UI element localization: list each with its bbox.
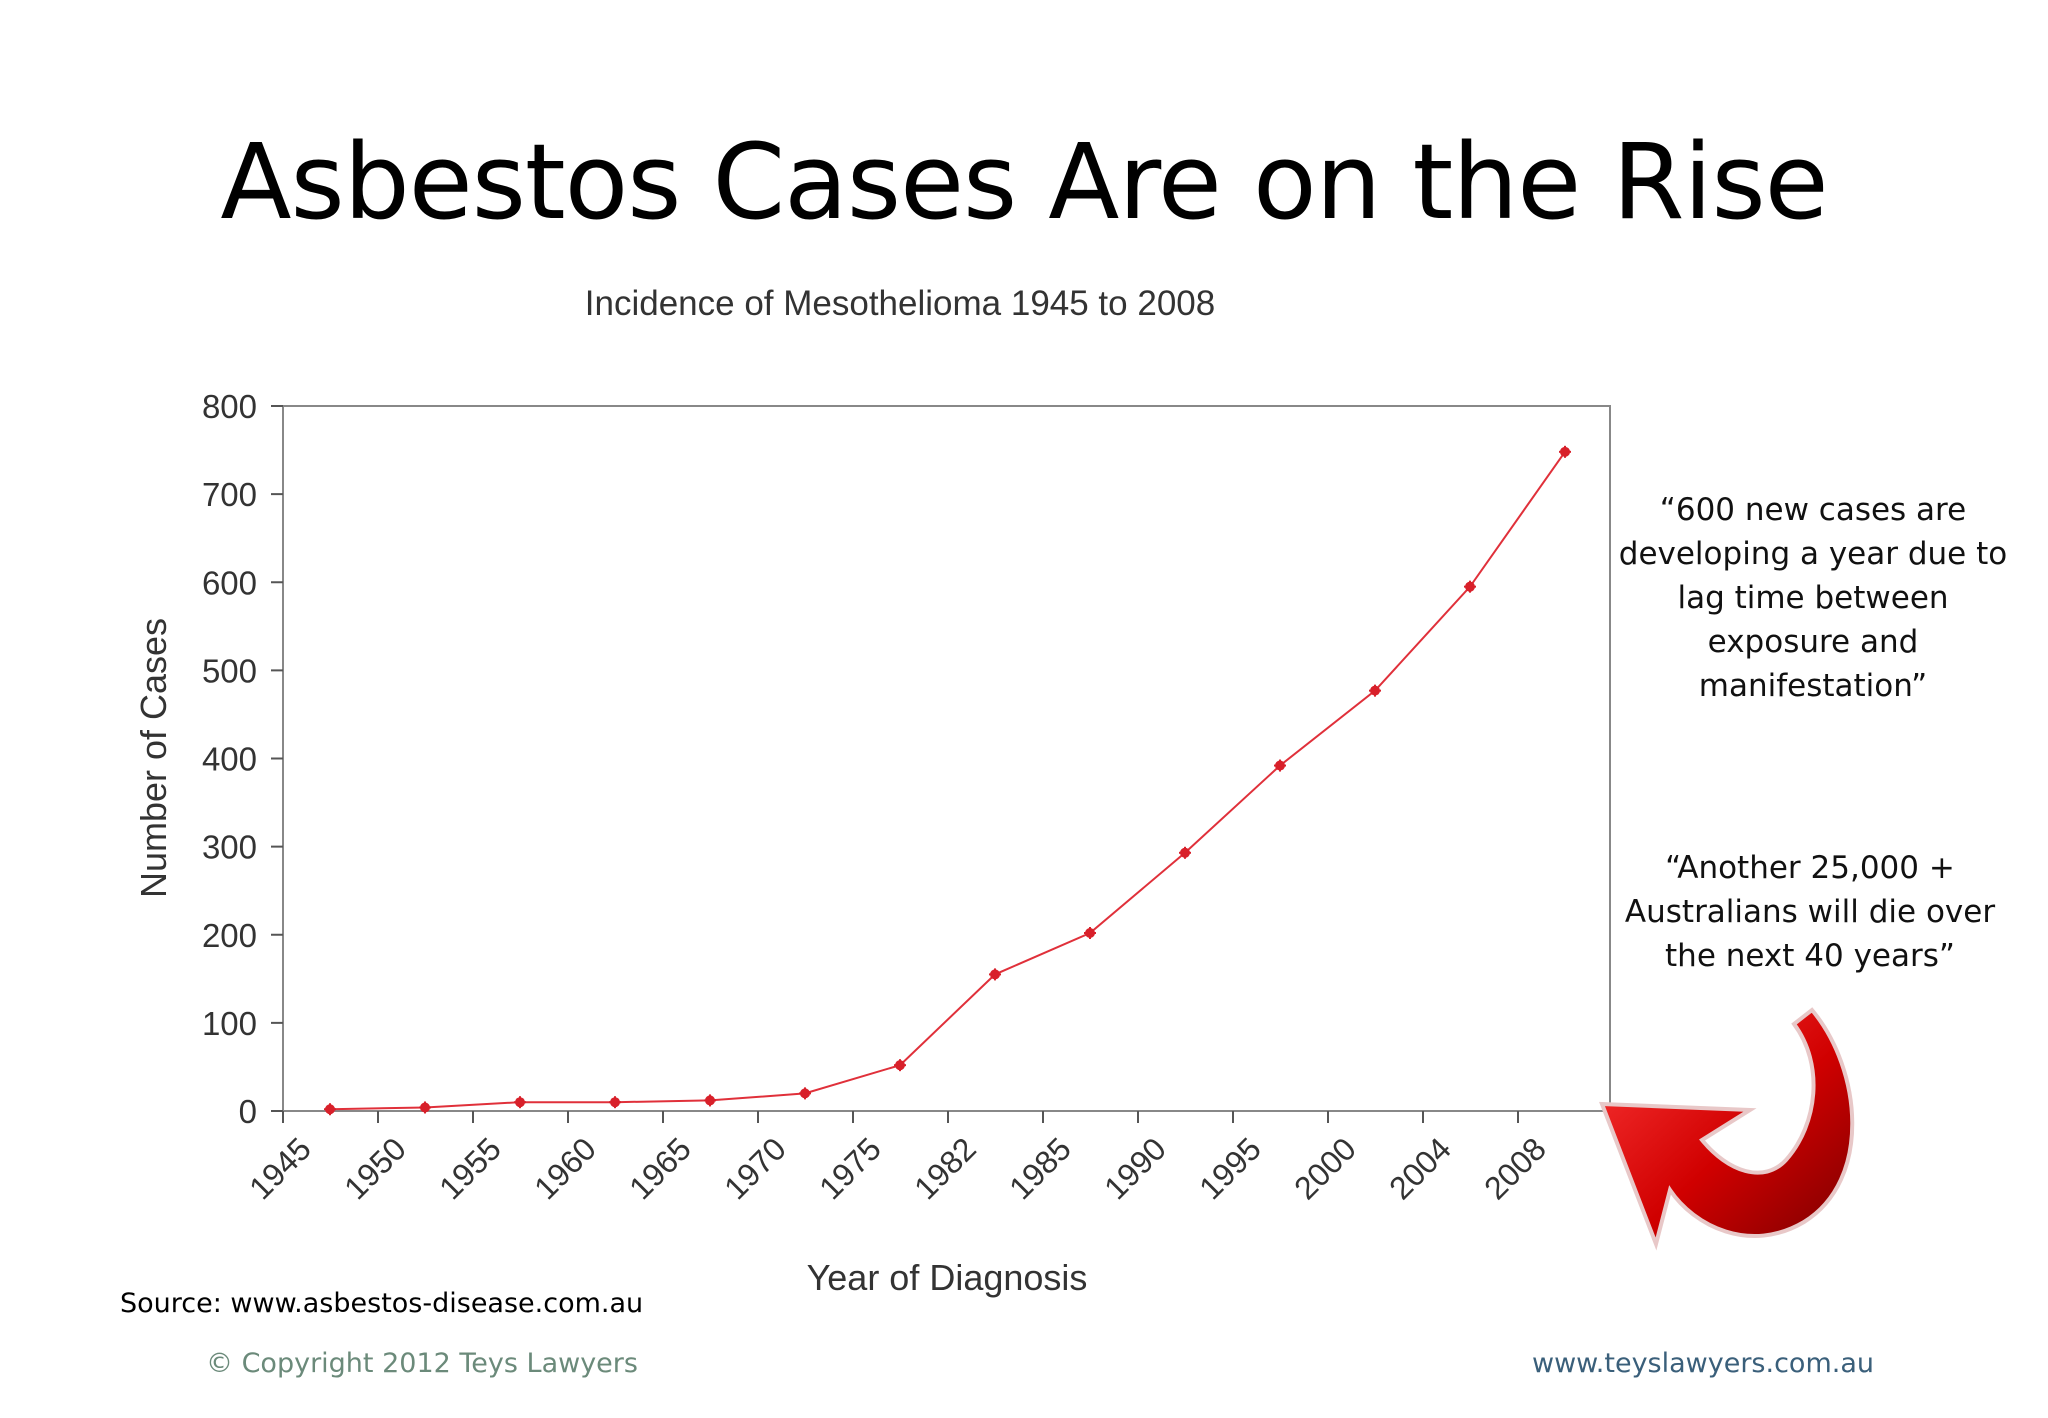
x-tick-label: 1990: [1097, 1130, 1173, 1206]
y-tick-label: 700: [202, 476, 257, 513]
slide-title: Asbestos Cases Are on the Rise: [220, 121, 1828, 243]
series-layer: [324, 445, 1571, 1116]
x-tick-label: 1965: [622, 1130, 698, 1206]
arrow-shape: [1599, 1007, 1855, 1251]
x-axis-label: Year of Diagnosis: [807, 1257, 1088, 1298]
x-tick-label: 1982: [907, 1130, 983, 1206]
x-tick-label: 1970: [717, 1130, 793, 1206]
x-tick-label: 2008: [1477, 1130, 1553, 1206]
series-line: [329, 451, 1566, 1111]
curved-arrow-icon: [1599, 1007, 1855, 1251]
copyright-note: © Copyright 2012 Teys Lawyers: [206, 1348, 638, 1379]
y-tick-label: 0: [239, 1093, 257, 1130]
y-axis-label: Number of Cases: [133, 618, 174, 898]
quote-deaths: “Another 25,000 + Australians will die o…: [1624, 850, 1996, 974]
quote-new-cases: “600 new cases are developing a year due…: [1618, 492, 2008, 704]
chart-title: Incidence of Mesothelioma 1945 to 2008: [585, 284, 1215, 323]
website-link[interactable]: www.teyslawyers.com.au: [1532, 1348, 1874, 1379]
x-tick-label: 1985: [1002, 1130, 1078, 1206]
x-tick-label: 1975: [812, 1130, 888, 1206]
y-tick-label: 300: [202, 829, 257, 866]
x-tick-label: 1950: [337, 1130, 413, 1206]
x-tick-label: 1995: [1192, 1130, 1268, 1206]
y-tick-label: 100: [202, 1005, 257, 1042]
y-tick-label: 200: [202, 917, 257, 954]
x-tick-label: 2004: [1382, 1130, 1458, 1206]
x-tick-label: 1945: [242, 1130, 318, 1206]
x-tick-label: 1960: [527, 1130, 603, 1206]
y-tick-label: 500: [202, 652, 257, 689]
x-axis: 1945 1950 1955 1960 1965 1970 1975 1982 1985 1990…: [242, 1111, 1553, 1206]
x-tick-label: 2000: [1287, 1130, 1363, 1206]
source-note: Source: www.asbestos-disease.com.au: [120, 1288, 644, 1319]
y-tick-label: 800: [202, 388, 257, 425]
y-axis: 0 100 200 300 400 500 600 700 800: [202, 388, 283, 1130]
y-tick-label: 400: [202, 741, 257, 778]
plot-area: [282, 405, 1611, 1112]
x-tick-label: 1955: [432, 1130, 508, 1206]
y-tick-label: 600: [202, 564, 257, 601]
